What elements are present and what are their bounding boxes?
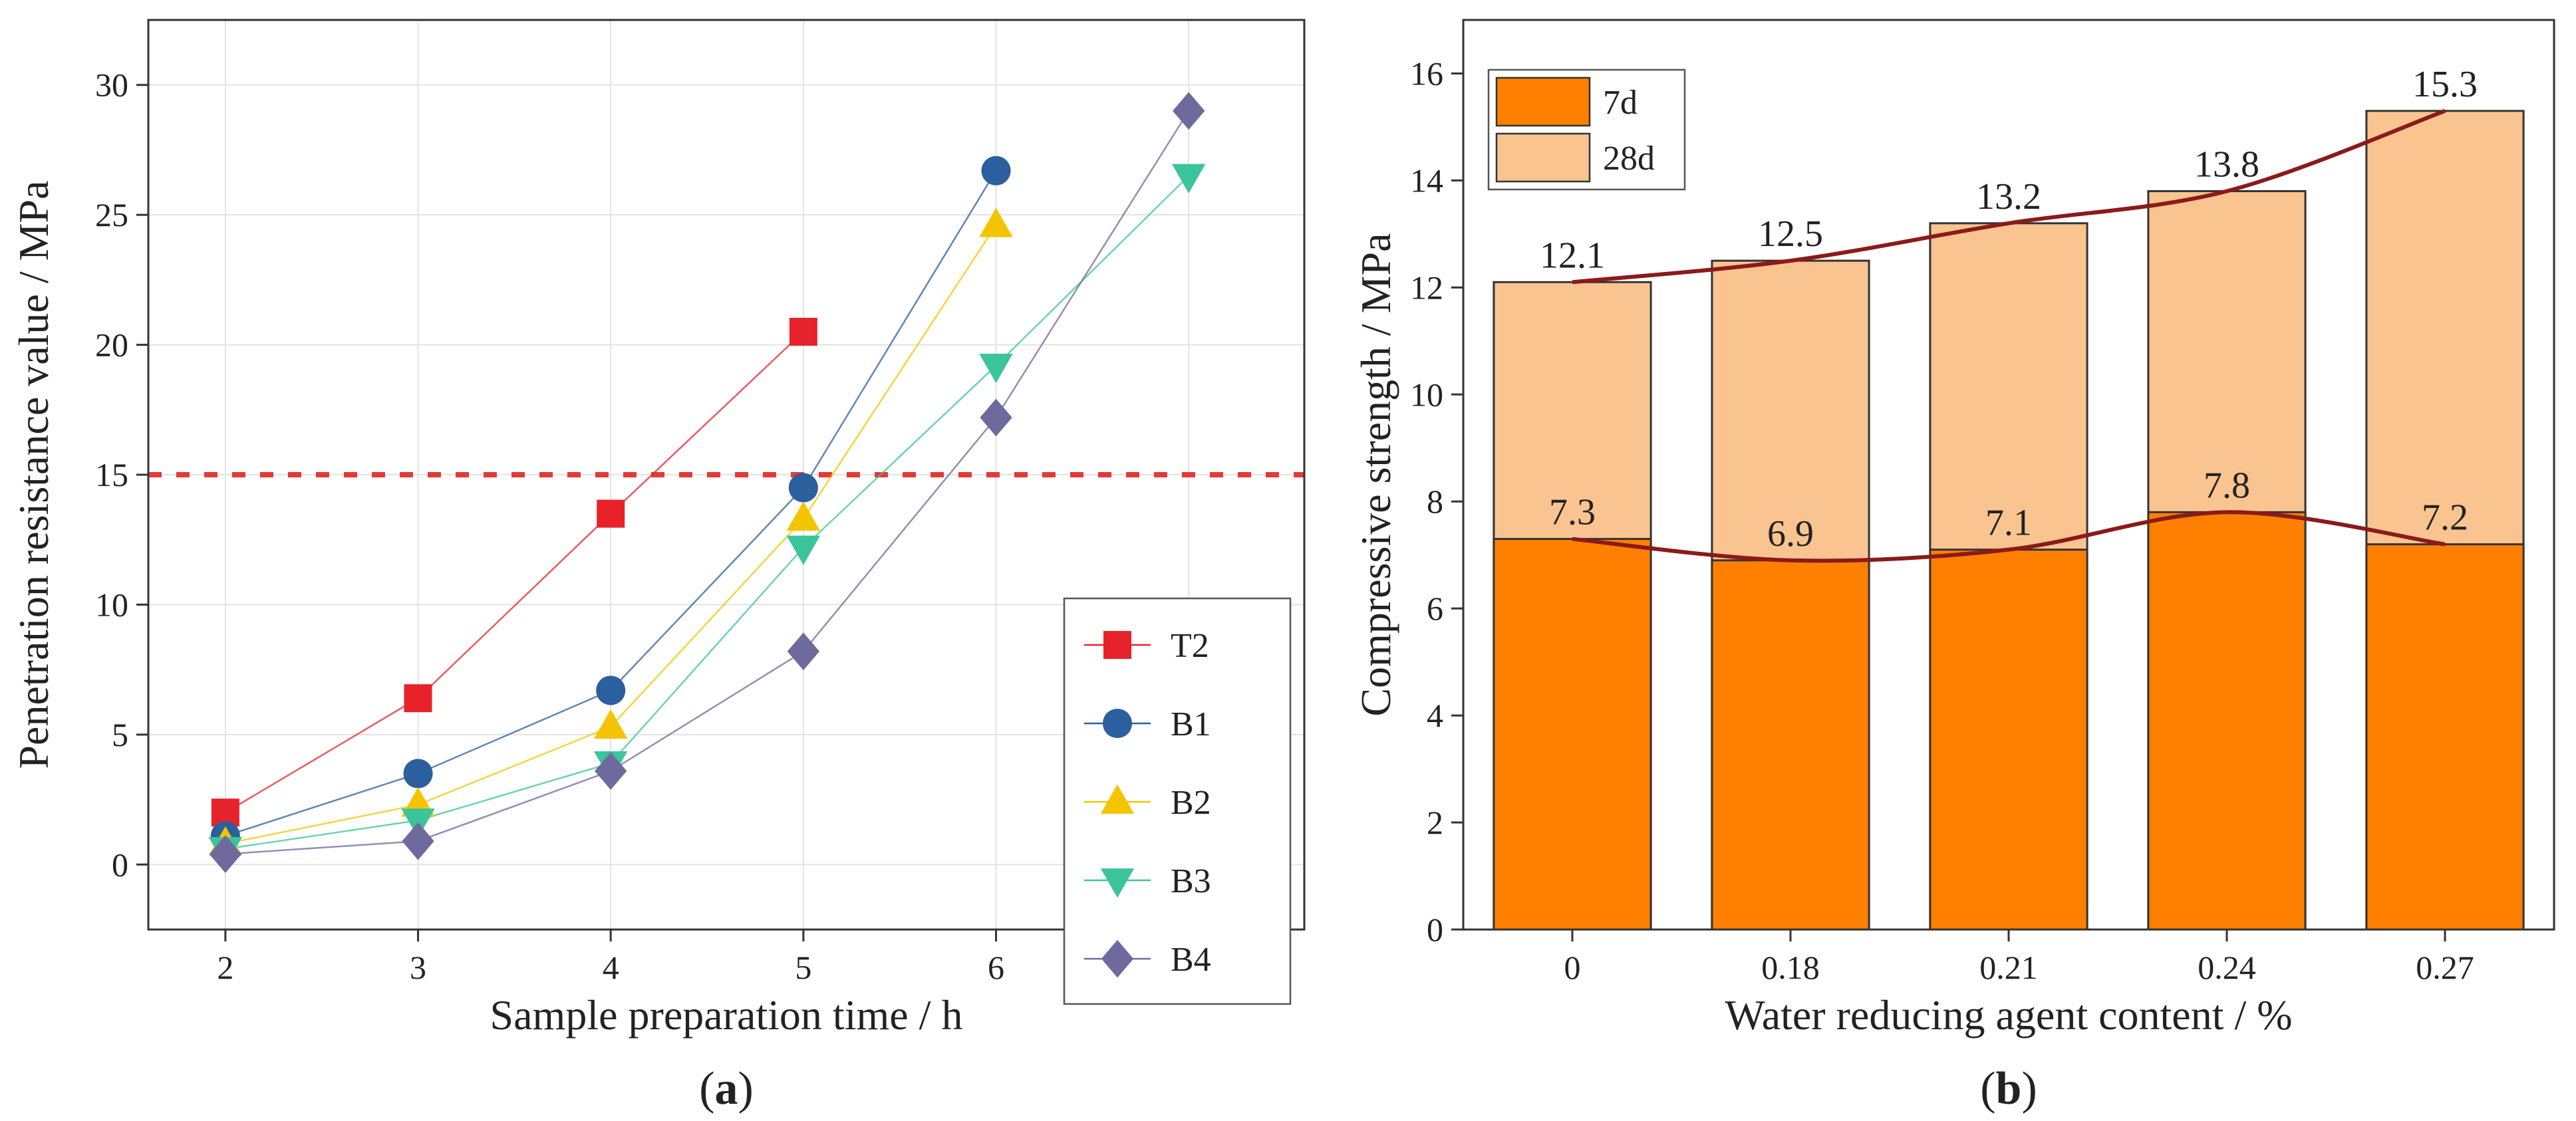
data-point-b3: [1172, 164, 1206, 193]
panel-label-part: ): [738, 1063, 754, 1114]
data-point-b4: [209, 835, 242, 874]
panel-label-part: b: [1996, 1063, 2022, 1114]
panel-label-part: ): [2021, 1063, 2037, 1114]
series-line-t2: [225, 331, 804, 814]
data-point-t2: [211, 799, 239, 827]
x-tick-label: 0.21: [1979, 949, 2038, 986]
legend-label-b1: B1: [1171, 705, 1211, 743]
data-label-28d: 13.2: [1976, 176, 2041, 217]
legend-label-28d: 28d: [1603, 140, 1655, 178]
bar-7d: [1711, 559, 1870, 931]
panel-label-a: (a): [699, 1063, 754, 1114]
legend-marker-b4: [1101, 939, 1134, 978]
bar-7d: [2365, 543, 2525, 931]
data-point-b1: [403, 759, 433, 789]
panel-label-part: (: [699, 1063, 714, 1114]
data-point-b1: [981, 156, 1011, 186]
legend-label-t2: T2: [1171, 627, 1209, 665]
x-axis-label: Sample preparation time / h: [490, 991, 963, 1039]
data-point-t2: [597, 499, 625, 528]
x-tick-label: 0.24: [2198, 949, 2256, 986]
y-tick-label: 30: [95, 66, 128, 104]
data-point-b2: [786, 501, 821, 531]
data-point-t2: [789, 318, 817, 346]
y-tick-label: 0: [112, 846, 128, 883]
y-tick-label: 15: [95, 456, 128, 493]
data-label-28d: 15.3: [2412, 64, 2478, 105]
y-tick-label: 8: [1427, 483, 1443, 520]
y-tick-label: 14: [1410, 162, 1443, 199]
legend-marker-b2: [1100, 784, 1135, 814]
y-tick-label: 25: [95, 196, 128, 233]
chart-b: 12.1 7.3 12.5 6.9 13.2 7.1 13.8 7.8 15.3 7.2 0 0.18…: [1352, 19, 2555, 1114]
y-tick-label: 2: [1427, 804, 1443, 841]
panel-label-part: a: [715, 1063, 738, 1114]
chart-a: 234567051015202530Sample preparation tim…: [10, 19, 1306, 1114]
y-tick-label: 5: [112, 716, 128, 753]
data-point-b3: [786, 535, 821, 565]
x-tick-label: 0.27: [2416, 949, 2474, 986]
x-tick-label: 0: [1564, 949, 1581, 986]
data-label-7d: 7.2: [2422, 497, 2468, 539]
series-line-b3: [225, 175, 1190, 850]
legend-label-7d: 7d: [1603, 84, 1638, 122]
y-axis-label: Penetration resistance value / MPa: [10, 180, 57, 769]
data-point-b4: [402, 822, 434, 860]
data-point-b4: [980, 398, 1012, 437]
legend-label-b3: B3: [1171, 862, 1211, 900]
data-point-b2: [594, 709, 628, 739]
x-tick-label: 6: [988, 949, 1004, 986]
data-label-7d: 6.9: [1767, 513, 1814, 555]
data-point-b4: [1173, 92, 1205, 130]
x-tick-label: 5: [795, 949, 811, 986]
data-label-28d: 13.8: [2194, 144, 2259, 186]
trend-line-7d: [1572, 510, 2446, 563]
y-tick-label: 4: [1427, 697, 1443, 734]
x-tick-label: 4: [603, 949, 619, 986]
x-axis-label: Water reducing agent content / %: [1725, 991, 2292, 1039]
bar-7d: [1493, 538, 1652, 931]
legend-label-b2: B2: [1171, 784, 1211, 822]
data-label-28d: 12.5: [1758, 213, 1823, 255]
panel-label-part: (: [1980, 1063, 1995, 1114]
trend-line-28d: [1572, 108, 2446, 285]
y-tick-label: 6: [1427, 590, 1443, 627]
y-tick-label: 16: [1410, 55, 1443, 92]
data-point-t2: [404, 684, 432, 713]
y-axis-label: Compressive strength / MPa: [1352, 233, 1399, 716]
x-tick-label: 3: [410, 949, 426, 986]
data-label-7d: 7.1: [1985, 503, 2032, 544]
series-line-b4: [225, 110, 1190, 855]
legend-swatch-7d: [1495, 76, 1591, 127]
y-tick-label: 10: [95, 586, 128, 623]
x-tick-label: 0.18: [1761, 949, 1820, 986]
legend-label-b4: B4: [1171, 941, 1211, 979]
y-tick-label: 20: [95, 326, 128, 364]
legend-marker-b1: [1102, 708, 1133, 739]
data-label-7d: 7.8: [2204, 465, 2250, 506]
legend-marker-b3: [1100, 868, 1135, 898]
data-point-b1: [788, 473, 818, 503]
data-label-7d: 7.3: [1549, 492, 1596, 533]
y-tick-label: 12: [1410, 269, 1443, 306]
legend-swatch-28d: [1495, 132, 1591, 183]
legend: T2 B1 B2 B3 B4: [1063, 597, 1292, 1005]
x-tick-label: 2: [217, 949, 233, 986]
bar-7d: [1929, 549, 2088, 931]
bar-7d: [2147, 511, 2307, 931]
data-point-b4: [595, 752, 627, 790]
data-point-b4: [787, 632, 820, 671]
y-tick-label: 0: [1427, 911, 1443, 948]
legend-marker-t2: [1103, 631, 1131, 659]
data-label-28d: 12.1: [1540, 235, 1605, 276]
data-point-b2: [979, 207, 1013, 237]
data-point-b3: [979, 353, 1013, 384]
data-point-b1: [596, 676, 626, 705]
panel-label-b: (b): [1980, 1063, 2037, 1114]
y-tick-label: 10: [1410, 376, 1443, 413]
